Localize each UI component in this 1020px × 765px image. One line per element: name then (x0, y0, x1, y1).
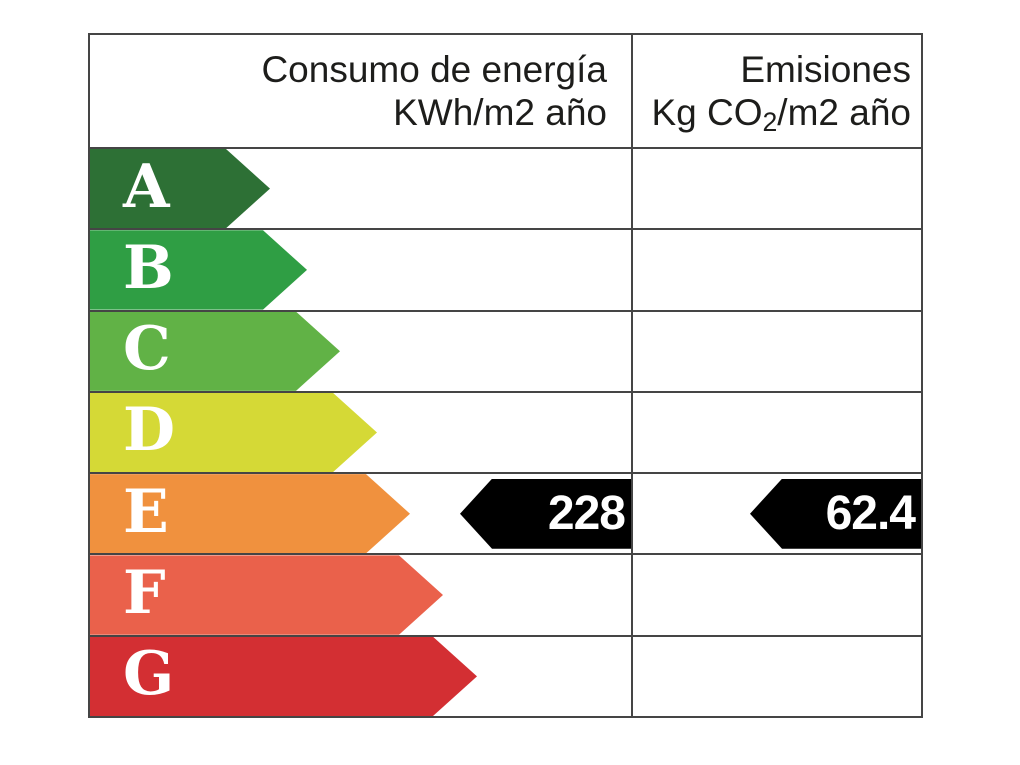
consumption-header: Consumo de energía KWh/m2 año (90, 35, 633, 147)
rating-letter-a: A (123, 151, 170, 222)
emissions-cell-d (633, 393, 921, 472)
rating-row-b: B (90, 228, 921, 310)
emissions-cell-c (633, 312, 921, 391)
rating-arrow-a: A (90, 149, 270, 228)
rating-letter-f: F (123, 558, 166, 629)
consumption-value: 228 (547, 486, 626, 540)
consumption-header-line2: KWh/m2 año (393, 92, 607, 133)
emissions-cell-b (633, 230, 921, 309)
emissions-cell-g (633, 637, 921, 716)
rating-row-g: G (90, 634, 921, 716)
rating-cell-g: G (90, 636, 633, 716)
consumption-header-line1: Consumo de energía (261, 49, 607, 90)
rating-arrow-g: G (90, 637, 477, 716)
emissions-header-line1: Emisiones (740, 49, 911, 90)
rating-cell-d: D (90, 392, 633, 473)
rating-letter-e: E (123, 476, 169, 547)
rating-arrow-e: E (90, 474, 410, 553)
rating-arrow-b: B (90, 230, 307, 309)
consumption-value-marker: 228 (460, 478, 631, 549)
energy-certificate: Consumo de energía KWh/m2 año Emisiones … (88, 33, 923, 718)
rating-row-f: F (90, 553, 921, 635)
emissions-cell-f (633, 555, 921, 634)
rating-cell-b: B (90, 230, 633, 310)
emissions-header: Emisiones Kg CO2/m2 año (633, 35, 921, 147)
rating-arrow-d: D (90, 393, 377, 472)
rating-arrow-c: C (90, 312, 340, 391)
emissions-header-line2: Kg CO2/m2 año (651, 92, 911, 137)
rating-cell-a: A (90, 149, 633, 229)
rating-cell-c: C (90, 311, 633, 391)
rating-row-e: E 228 62.4 (90, 472, 921, 554)
rating-row-c: C (90, 309, 921, 391)
emissions-value: 62.4 (825, 486, 916, 540)
rating-letter-g: G (123, 639, 175, 710)
rating-letter-b: B (123, 232, 174, 303)
rating-cell-e: E 228 (90, 474, 633, 554)
emissions-cell-e: 62.4 (633, 474, 921, 553)
rating-arrow-f: F (90, 555, 443, 634)
rating-letter-c: C (123, 314, 171, 385)
rating-letter-d: D (123, 395, 176, 466)
rating-cell-f: F (90, 555, 633, 635)
header-row: Consumo de energía KWh/m2 año Emisiones … (90, 35, 921, 147)
emissions-cell-a (633, 149, 921, 228)
emissions-value-marker: 62.4 (750, 478, 921, 549)
rating-row-d: D (90, 390, 921, 473)
rating-row-a: A (90, 147, 921, 229)
